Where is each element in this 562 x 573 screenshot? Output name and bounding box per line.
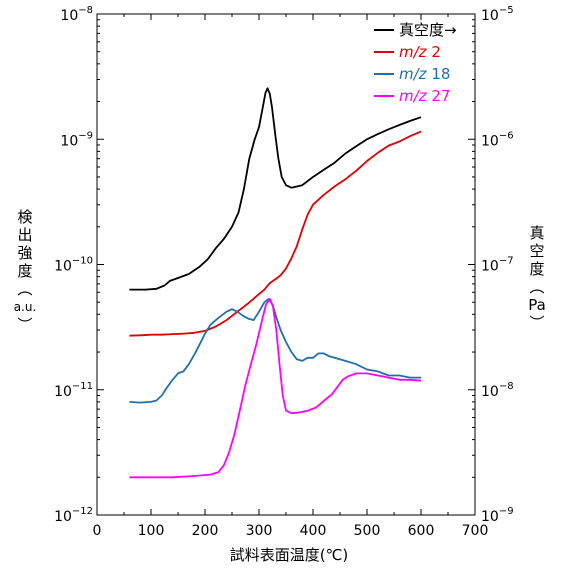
x-tick-label: 0 bbox=[93, 523, 102, 539]
y-right-tick-label: 10−6 bbox=[481, 130, 514, 149]
y-left-char: a.u. bbox=[13, 300, 37, 314]
series-line-0 bbox=[129, 87, 422, 291]
legend-label-1: m/z 2 bbox=[399, 43, 441, 61]
y-right-char: 度 bbox=[529, 260, 545, 278]
y-right-char: ︶ bbox=[529, 314, 545, 332]
y-right-tick-label: 10−7 bbox=[481, 256, 514, 275]
series-line-3 bbox=[129, 298, 422, 479]
y-left-tick-label: 10−9 bbox=[60, 130, 93, 149]
y-left-char: 検 bbox=[17, 208, 33, 226]
series-layer bbox=[129, 87, 422, 479]
axis-ticks: 0 100 200 300 400 500 600 700 10−12 10−11 10−10 10−… bbox=[54, 5, 514, 539]
x-axis-title: 試料表面温度(℃) bbox=[230, 546, 349, 564]
legend-label-3: m/z 27 bbox=[399, 87, 450, 105]
series-line-2 bbox=[129, 298, 421, 404]
legend-label-2: m/z 18 bbox=[399, 65, 450, 83]
y-axis-title-right: 真 空 度 ︵ Pa ︶ bbox=[522, 224, 552, 332]
y-left-char: 出 bbox=[17, 226, 33, 244]
y-right-tick-label: 10−8 bbox=[481, 381, 514, 400]
y-right-char: ︵ bbox=[529, 278, 545, 296]
x-tick-label: 500 bbox=[354, 523, 381, 539]
y-right-char: 真 bbox=[529, 224, 545, 242]
y-left-char: ︵ bbox=[17, 280, 33, 298]
series-line-1 bbox=[129, 130, 422, 337]
y-left-char: 度 bbox=[17, 262, 33, 280]
y-left-char: ︶ bbox=[17, 316, 33, 334]
x-tick-label: 100 bbox=[138, 523, 165, 539]
legend-label-0: 真空度→ bbox=[399, 21, 457, 39]
y-left-char: 強 bbox=[17, 244, 33, 262]
x-tick-label: 200 bbox=[192, 523, 219, 539]
y-left-tick-label: 10−12 bbox=[54, 506, 93, 525]
y-left-tick-label: 10−10 bbox=[54, 256, 93, 275]
legend: 真空度→ m/z 2 m/z 18 m/z 27 bbox=[374, 21, 457, 105]
x-tick-label: 700 bbox=[462, 523, 489, 539]
y-right-char: 空 bbox=[529, 242, 545, 260]
y-right-tick-label: 10−9 bbox=[481, 506, 514, 525]
x-tick-label: 600 bbox=[408, 523, 435, 539]
y-right-tick-label: 10−5 bbox=[481, 5, 514, 24]
y-left-tick-label: 10−11 bbox=[54, 381, 93, 400]
y-left-tick-label: 10−8 bbox=[60, 5, 93, 24]
x-tick-label: 300 bbox=[246, 523, 273, 539]
y-axis-title-left: 検 出 強 度 ︵ a.u. ︶ bbox=[10, 208, 40, 334]
y-right-char: Pa bbox=[528, 296, 546, 314]
x-tick-label: 400 bbox=[300, 523, 327, 539]
